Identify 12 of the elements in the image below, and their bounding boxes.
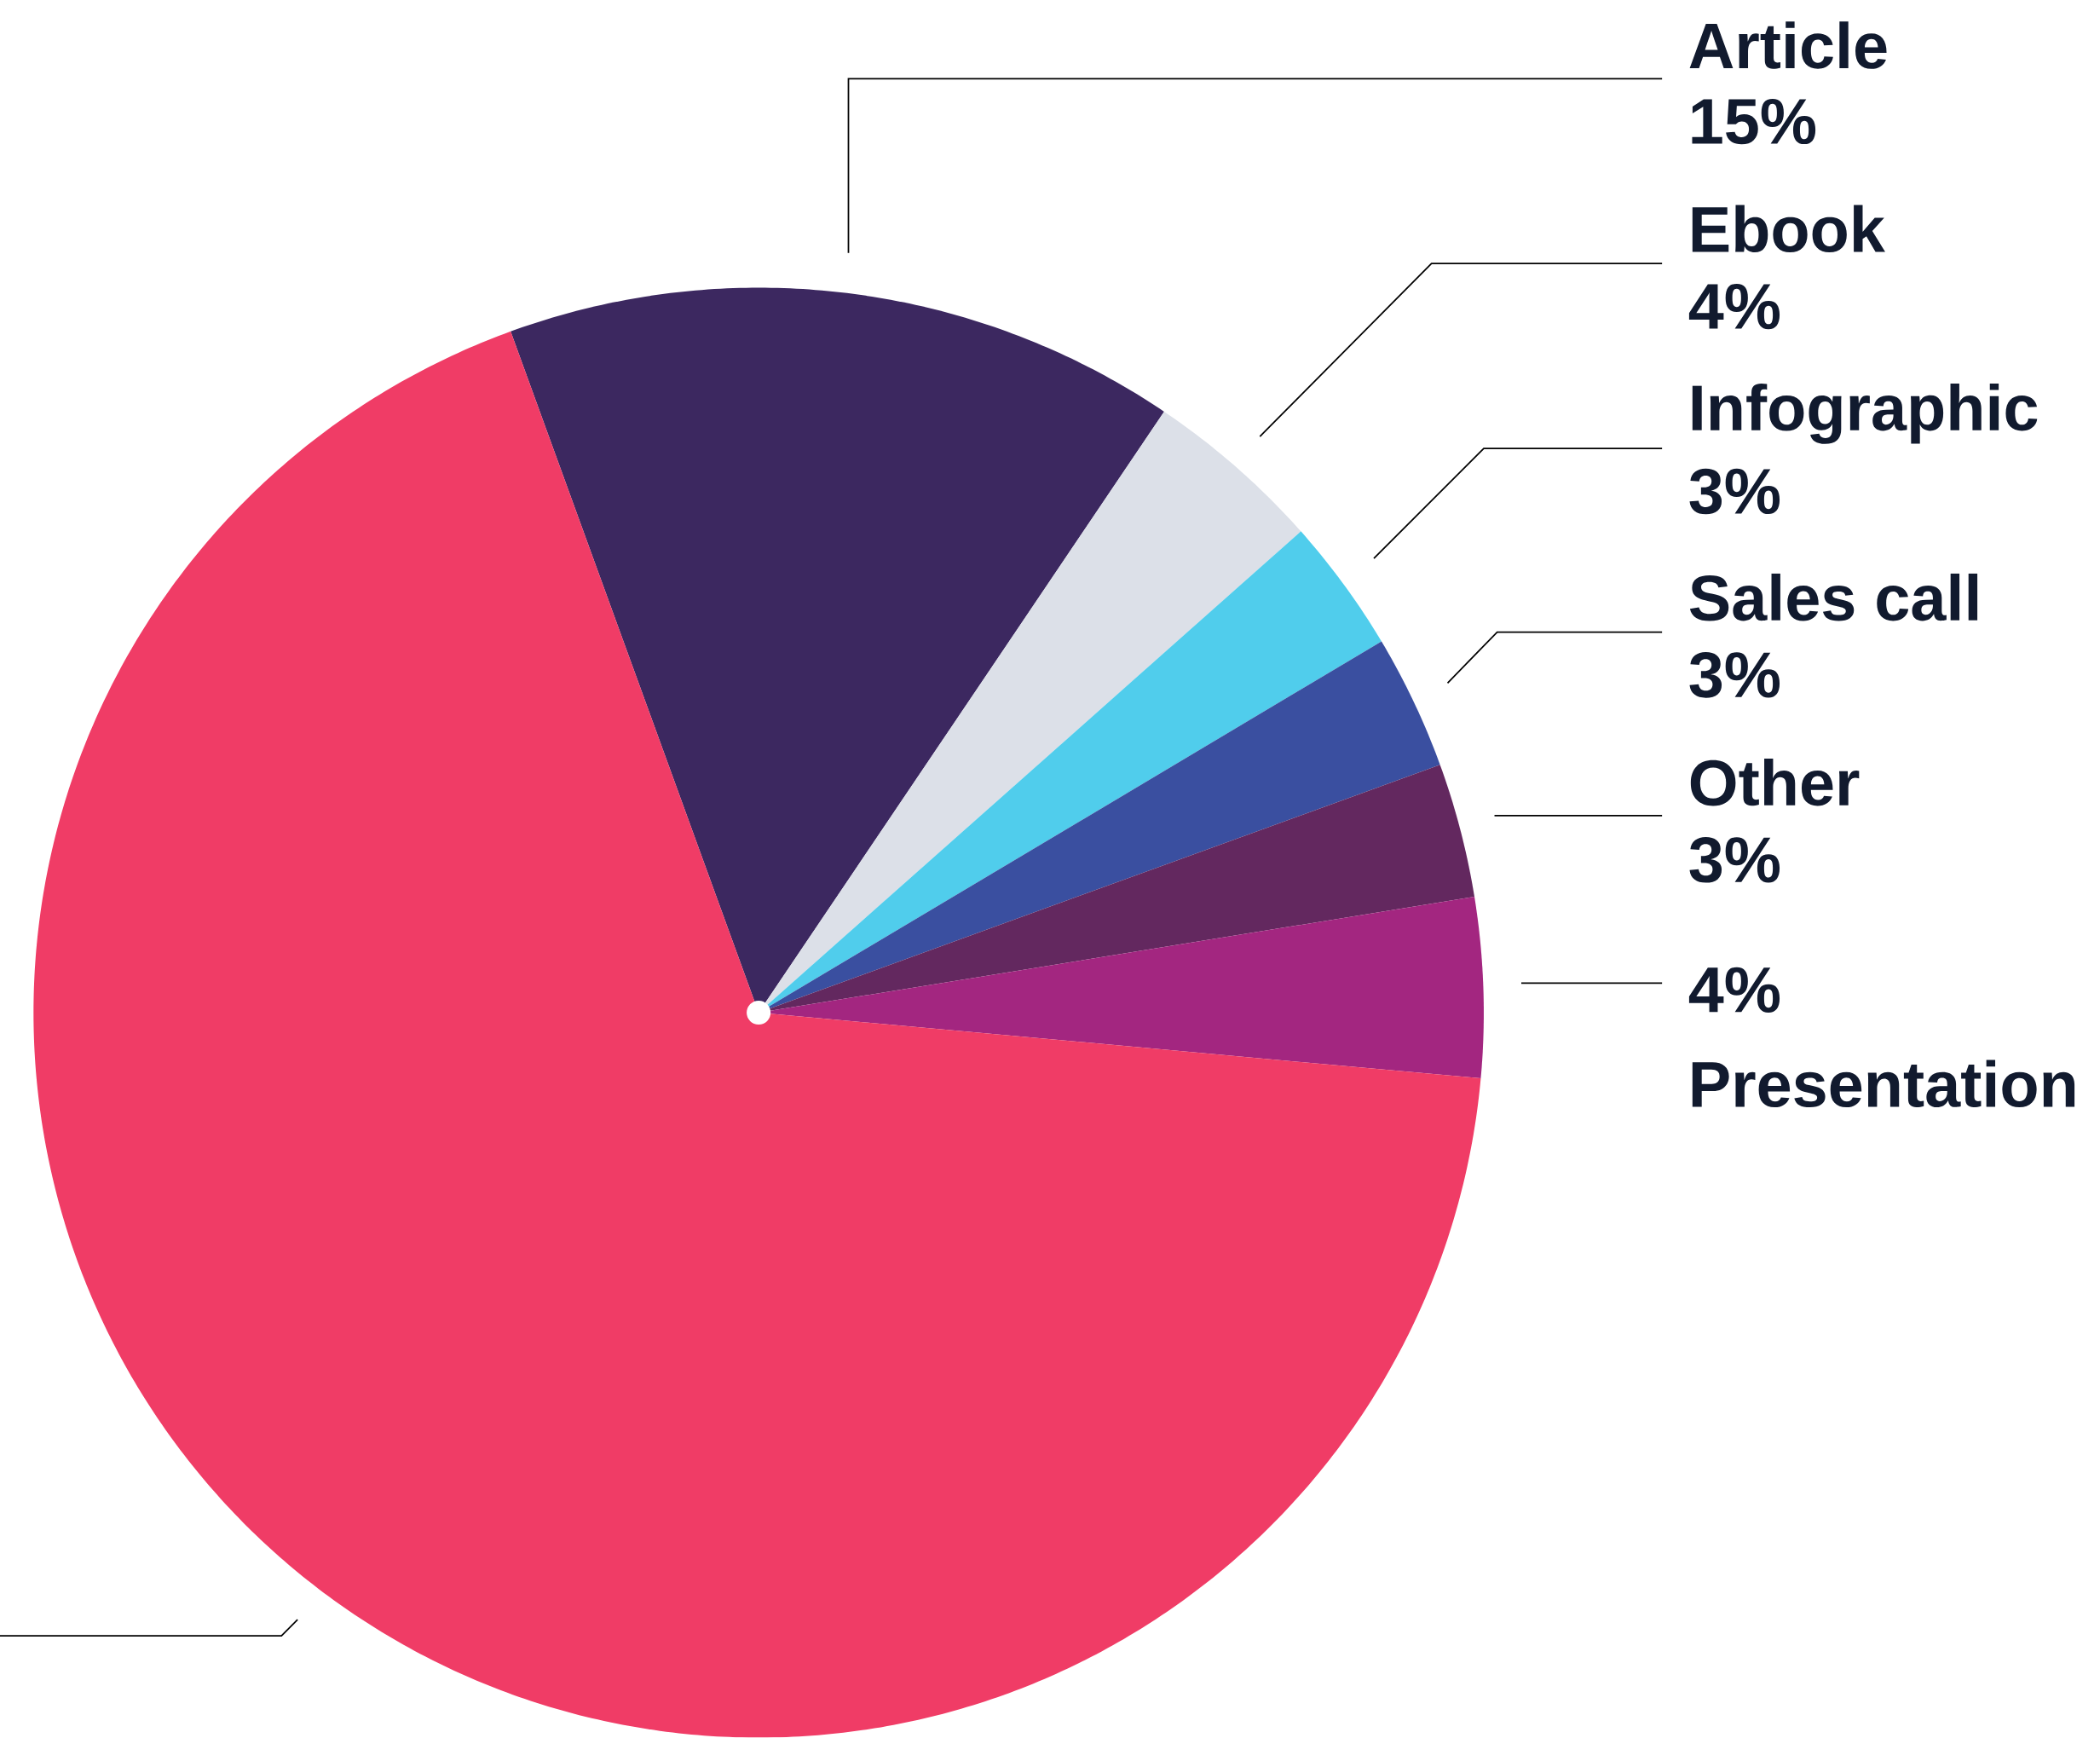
data-label: 4%	[1688, 967, 1780, 1013]
slice-label: Ebook	[1692, 205, 1885, 253]
data-label: 3%	[1689, 652, 1780, 698]
slice-label: Presentation	[1692, 1060, 2075, 1108]
slice-label: Infographic	[1692, 384, 2038, 444]
data-label: 15%	[1692, 99, 1816, 145]
slice-label: Sales call	[1689, 574, 1978, 621]
slice-label: Article	[1689, 21, 1887, 69]
data-label: 3%	[1689, 468, 1780, 515]
data-label: 3%	[1689, 837, 1780, 883]
slice-label: Other	[1690, 759, 1860, 806]
data-label: 4%	[1688, 284, 1780, 330]
